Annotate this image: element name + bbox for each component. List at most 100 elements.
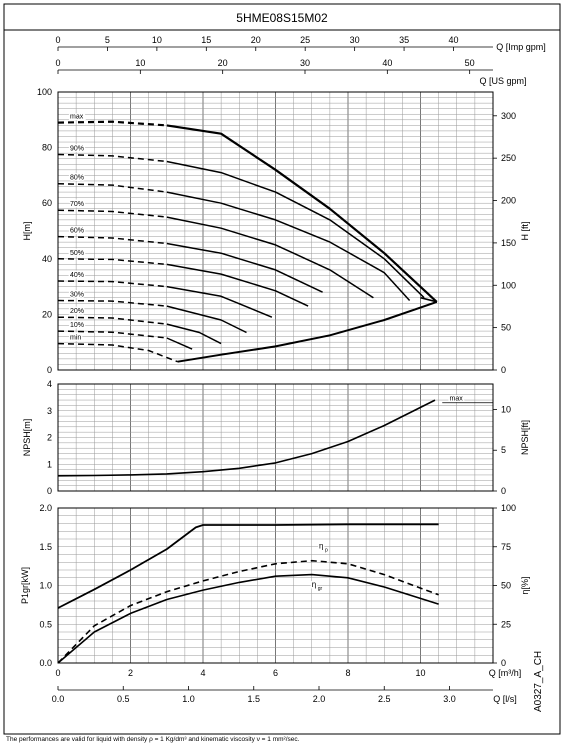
head-boundary-curve (177, 300, 438, 363)
npsh-right-tick-label: 10 (501, 404, 511, 414)
page-frame (3, 3, 561, 735)
us-axis-tick-label: 20 (218, 58, 228, 68)
speed-label: 50% (70, 250, 84, 257)
head-curve-dashed (57, 120, 167, 127)
head-ytick-label: 0 (47, 365, 52, 375)
footnote: The performances are valid for liquid wi… (6, 736, 300, 743)
head-right-tick-label: 50 (501, 323, 511, 333)
npsh-right-tick-label: 0 (501, 486, 506, 496)
head-curve (166, 337, 193, 350)
npsh-frame (57, 383, 494, 492)
imp-axis-tick-label: 5 (105, 35, 110, 45)
head-curve (166, 242, 323, 293)
head-ytick-label: 80 (42, 143, 52, 153)
npsh-ytick-label: 2 (47, 433, 52, 443)
head-curve (166, 263, 309, 307)
us-axis-tick-label: 0 (55, 58, 60, 68)
head-right-tick-label: 150 (501, 238, 516, 248)
head-curve-dashed (57, 182, 167, 193)
us-axis-tick-label: 10 (135, 58, 145, 68)
power-ylabel: P1gr[kW] (20, 567, 30, 604)
head-ytick-label: 60 (42, 198, 52, 208)
eta-right-tick-label: 75 (501, 542, 511, 552)
head-curve-dashed (57, 342, 178, 363)
npsh-ytick-label: 0 (47, 486, 52, 496)
us-axis-label: Q [US gpm] (479, 76, 526, 86)
q-m3h-tick-label: 4 (200, 668, 205, 678)
eta-right-tick-label: 50 (501, 581, 511, 591)
speed-label: 30% (70, 292, 84, 299)
head-ytick-label: 20 (42, 309, 52, 319)
eta-gr-label: η (312, 580, 316, 589)
head-ylabel: H[m] (22, 222, 32, 241)
imp-axis-tick-label: 40 (449, 35, 459, 45)
head-curve (166, 191, 411, 302)
head-right-tick-label: 250 (501, 153, 516, 163)
speed-label: 20% (70, 308, 84, 315)
power-ytick-label: 2.0 (39, 503, 52, 513)
eta-right-ylabel: η[%] (520, 576, 530, 594)
head-curve-dashed (57, 299, 167, 307)
npsh-ytick-label: 4 (47, 379, 52, 389)
ls-axis-tick-label: 1.5 (247, 694, 260, 704)
ls-axis-tick-label: 3.0 (443, 694, 456, 704)
head-curve (166, 160, 425, 299)
head-curve-dashed (57, 209, 167, 218)
head-curve (166, 124, 438, 303)
eta-right-tick-label: 0 (501, 658, 506, 668)
head-curve (166, 305, 247, 334)
imp-axis-tick-label: 20 (251, 35, 261, 45)
head-curve-dashed (57, 330, 167, 339)
p1-curve (57, 523, 439, 609)
head-curve (166, 285, 273, 318)
head-right-tick-label: 0 (501, 365, 506, 375)
head-right-tick-label: 200 (501, 196, 516, 206)
head-curve (166, 323, 222, 345)
chart-title: 5HME08S15M02 (236, 11, 328, 25)
eta-gr-curve (57, 573, 439, 664)
imp-axis-tick-label: 0 (55, 35, 60, 45)
head-right-tick-label: 300 (501, 111, 516, 121)
power-ytick-label: 0.0 (39, 658, 52, 668)
us-axis-tick-label: 30 (300, 58, 310, 68)
ls-axis-tick-label: 1.0 (182, 694, 195, 704)
q-m3h-tick-label: 8 (345, 668, 350, 678)
q-m3h-tick-label: 2 (128, 668, 133, 678)
eta-right-tick-label: 25 (501, 619, 511, 629)
head-ytick-label: 40 (42, 254, 52, 264)
q-m3h-axis-label: Q [m³/h] (489, 668, 522, 678)
eta-p-label: η (319, 541, 323, 550)
npsh-ytick-label: 1 (47, 459, 52, 469)
head-curve-dashed (57, 258, 167, 266)
q-m3h-tick-label: 6 (273, 668, 278, 678)
speed-label: 90% (70, 146, 84, 153)
speed-label: 70% (70, 201, 84, 208)
npsh-ytick-label: 3 (47, 406, 52, 416)
head-curve-dashed (57, 280, 167, 288)
imp-axis-tick-label: 15 (201, 35, 211, 45)
imp-axis-tick-label: 10 (152, 35, 162, 45)
ls-axis-tick-label: 0.5 (117, 694, 130, 704)
ls-axis-tick-label: 2.0 (313, 694, 326, 704)
imp-axis-tick-label: 30 (350, 35, 360, 45)
imp-axis-tick-label: 35 (399, 35, 409, 45)
speed-label: min (70, 335, 81, 342)
head-curve-dashed (57, 153, 167, 163)
imp-axis-tick-label: 25 (300, 35, 310, 45)
speed-label: max (70, 114, 84, 121)
ls-axis-label: Q [l/s] (493, 694, 517, 704)
head-curve-dashed (57, 316, 167, 325)
speed-label: 40% (70, 272, 84, 279)
head-boundary-right (420, 296, 437, 303)
eta-gr-label-sub: gr (318, 586, 323, 592)
ls-axis-tick-label: 0.0 (52, 694, 65, 704)
speed-label: 60% (70, 228, 84, 235)
power-ytick-label: 1.0 (39, 581, 52, 591)
head-right-ylabel: H [ft] (520, 221, 530, 240)
head-ytick-label: 100 (37, 87, 52, 97)
speed-label: 10% (70, 322, 84, 329)
speed-label: 80% (70, 175, 84, 182)
head-frame (57, 91, 494, 371)
power-ytick-label: 0.5 (39, 619, 52, 629)
